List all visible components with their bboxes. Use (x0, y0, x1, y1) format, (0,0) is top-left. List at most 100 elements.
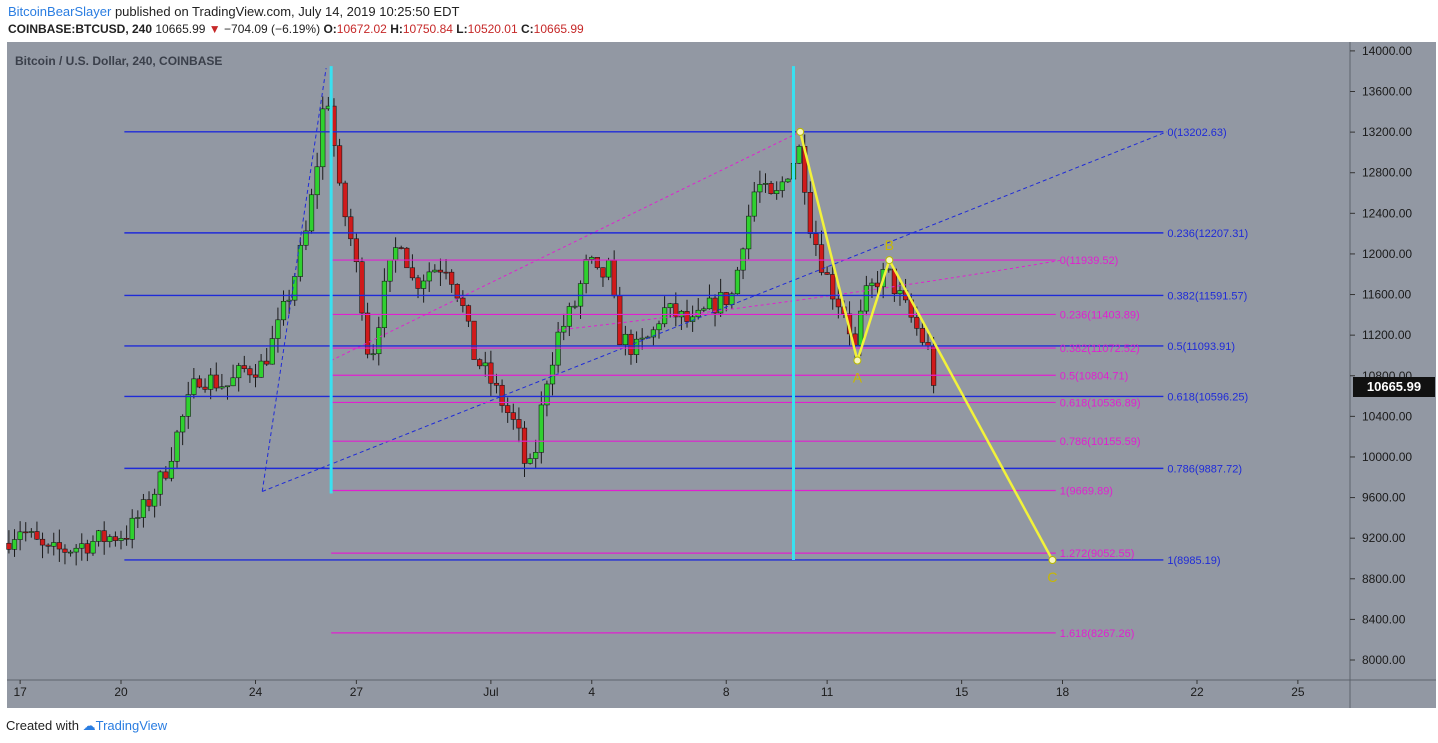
publish-line: BitcoinBearSlayer published on TradingVi… (8, 4, 459, 19)
candle-body (370, 353, 376, 356)
candle-body (17, 531, 23, 540)
candle-body (701, 308, 707, 311)
candle-body (600, 267, 606, 278)
abc-pattern-point (885, 256, 894, 265)
candle-body (516, 419, 522, 429)
candle-body (437, 269, 444, 273)
x-tick-label: 27 (350, 685, 364, 699)
candle-body (768, 183, 774, 195)
candle-body (336, 145, 343, 184)
abc-pattern-point (796, 127, 805, 136)
candle-body (269, 338, 275, 365)
candle-body (914, 316, 920, 329)
abc-pattern-point (1048, 555, 1057, 564)
candle-body (23, 531, 29, 534)
close-label: C: (521, 22, 534, 36)
candle-body (449, 271, 455, 285)
candle-body (314, 166, 320, 196)
candle-body (393, 247, 399, 261)
candle-body (124, 537, 130, 540)
candle-body (617, 295, 623, 346)
candle-body (185, 394, 191, 417)
ohlc-line: COINBASE:BTCUSD, 240 10665.99 ▼ −704.09 … (8, 22, 584, 36)
fib-level-label: 1(9669.89) (1060, 485, 1113, 497)
fib-level-label: 0.382(11591.57) (1167, 290, 1247, 302)
y-tick-label: 13200.00 (1362, 125, 1412, 139)
candle-body (611, 259, 617, 297)
candle-body (762, 183, 769, 185)
candle-body (95, 530, 102, 542)
candle-body (359, 261, 365, 314)
candle-body (163, 471, 169, 479)
candle-body (594, 257, 600, 268)
candle-body (303, 230, 309, 246)
candle-body (84, 543, 90, 554)
candle-body (605, 259, 612, 278)
candle-body (320, 108, 326, 168)
candle-body (230, 377, 236, 387)
abc-pattern-line (799, 131, 1054, 561)
fib-level-label: 0.382(11072.52) (1060, 343, 1140, 355)
candle-body (56, 542, 62, 550)
chart-title: Bitcoin / U.S. Dollar, 240, COINBASE (15, 54, 223, 68)
candle-body (718, 292, 724, 314)
candle-body (157, 471, 163, 495)
fib-level-label: 0.786(10155.59) (1060, 436, 1141, 448)
plot-area (7, 42, 1350, 680)
x-tick-label: 24 (249, 685, 263, 699)
candle-body (460, 297, 466, 306)
x-tick-label: 17 (13, 685, 27, 699)
fib-level-label: 1.618(8267.26) (1060, 628, 1135, 640)
fib-level-label: 0.618(10536.89) (1060, 397, 1141, 409)
trend-line-pink (330, 131, 801, 361)
candle-body (493, 382, 500, 386)
open-value: 10672.02 (336, 22, 387, 36)
candle-body (869, 282, 875, 287)
candle-body (180, 416, 186, 433)
candle-body (667, 303, 673, 309)
time-axis (7, 680, 1436, 708)
abc-pattern-label: C (1047, 569, 1057, 585)
footer-brand-link[interactable]: TradingView (95, 718, 168, 733)
fib-level-label: 0(11939.52) (1060, 255, 1119, 267)
candle-body (224, 385, 231, 388)
candle-body (858, 310, 864, 346)
candle-body (785, 178, 791, 183)
candle-body (376, 327, 382, 355)
candle-body (258, 360, 264, 378)
candle-body (213, 374, 219, 389)
candle-body (140, 499, 147, 518)
low-label: L: (456, 22, 468, 36)
candle-body (751, 191, 757, 217)
candle-body (342, 182, 348, 218)
candle-body (622, 333, 628, 346)
y-tick-label: 11600.00 (1362, 288, 1411, 302)
candle-body (297, 244, 303, 277)
x-tick-label: 20 (114, 685, 128, 699)
candle-body (897, 290, 903, 295)
candle-body (673, 303, 679, 318)
last-price: 10665.99 (155, 22, 206, 36)
high-label: H: (390, 22, 403, 36)
candle-body (538, 404, 544, 453)
candle-body (118, 537, 124, 541)
candle-body (505, 405, 511, 413)
candle-body (101, 530, 107, 542)
candle-body (62, 548, 68, 553)
candle-body (521, 427, 528, 464)
footer: Created with ☁TradingView (6, 718, 167, 734)
candle-body (544, 383, 550, 406)
candle-body (398, 247, 404, 249)
fib-level-label: 1.272(9052.55) (1060, 548, 1135, 560)
candle-body (79, 543, 85, 549)
x-tick-label: 18 (1056, 685, 1070, 699)
author-link[interactable]: BitcoinBearSlayer (8, 4, 112, 19)
candle-body (931, 345, 937, 386)
x-tick-label: 11 (821, 685, 834, 699)
candle-body (919, 328, 925, 343)
candle-body (807, 192, 813, 234)
candle-body (202, 386, 208, 390)
fib-level-label: 0.618(10596.25) (1167, 391, 1248, 403)
candle-body (589, 257, 595, 260)
